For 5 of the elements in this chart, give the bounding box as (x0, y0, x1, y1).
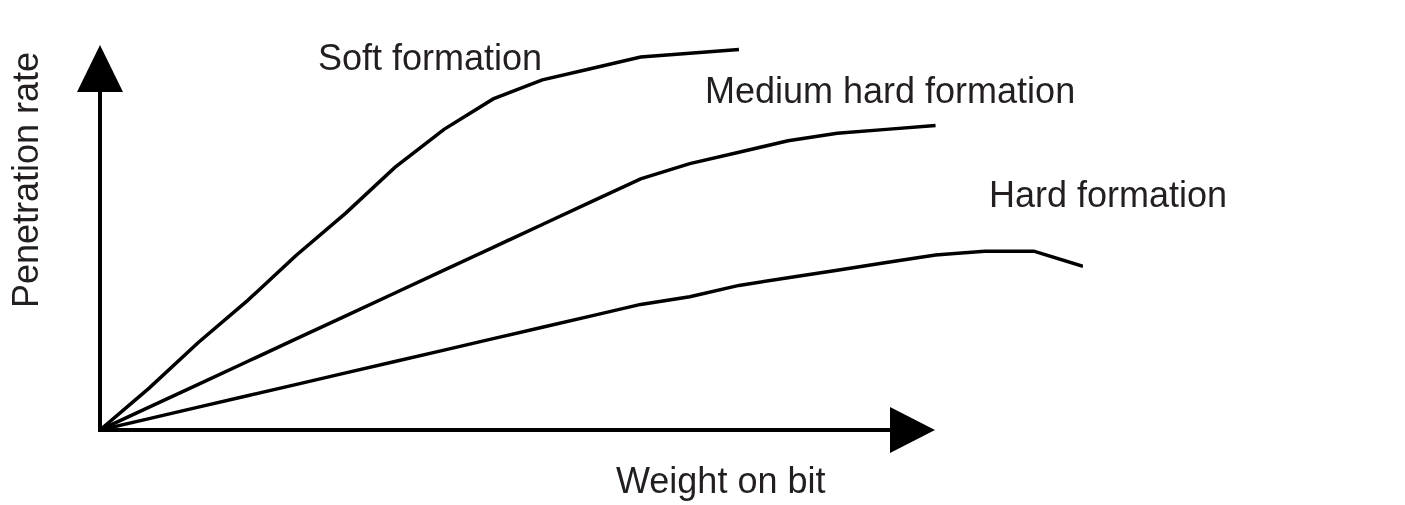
y-axis-title: Penetration rate (4, 51, 46, 309)
series-label: Soft formation (318, 37, 543, 78)
x-axis-title: Weight on bit (616, 460, 826, 501)
series-label: Medium hard formation (705, 70, 1076, 111)
series-label: Hard formation (989, 174, 1228, 215)
